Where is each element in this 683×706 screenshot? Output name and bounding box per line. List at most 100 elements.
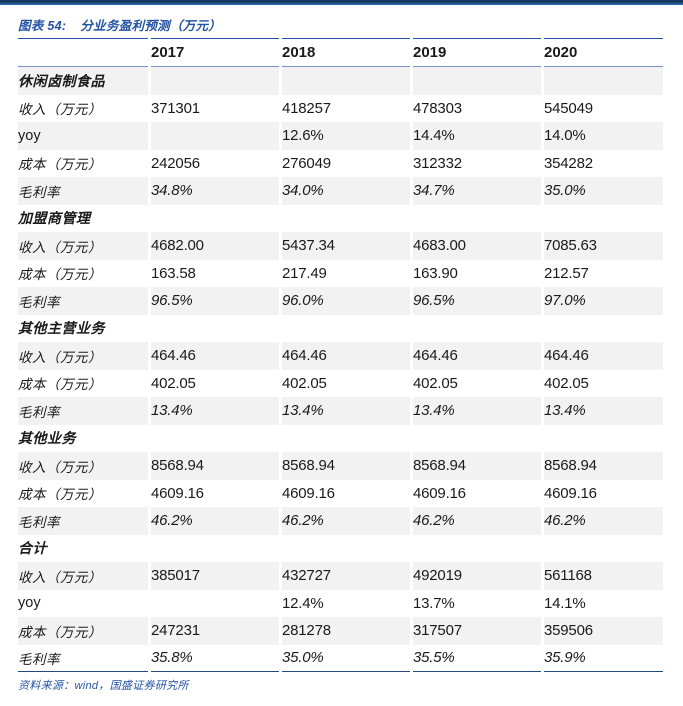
table-row: 成本（万元） 4609.16 4609.16 4609.16 4609.16 bbox=[18, 479, 663, 507]
row-label: 收入（万元） bbox=[18, 94, 148, 122]
cell-value: 46.2% bbox=[282, 507, 410, 535]
year-column-header: 2018 bbox=[282, 38, 410, 67]
figure-title: 图表 54: 分业务盈利预测（万元） bbox=[0, 5, 683, 38]
cell-value: 163.90 bbox=[413, 259, 541, 287]
cell-value: 13.4% bbox=[151, 397, 279, 425]
table-row: 成本（万元） 242056 276049 312332 354282 bbox=[18, 149, 663, 177]
table-row: yoy 12.4% 13.7% 14.1% bbox=[18, 589, 663, 617]
cell-value: 4683.00 bbox=[413, 232, 541, 260]
cell-value: 7085.63 bbox=[544, 232, 663, 260]
cell-value bbox=[413, 67, 541, 95]
table-row: yoy 12.6% 14.4% 14.0% bbox=[18, 122, 663, 150]
cell-value bbox=[151, 122, 279, 150]
table-row: 收入（万元） 464.46 464.46 464.46 464.46 bbox=[18, 342, 663, 370]
cell-value bbox=[544, 314, 663, 342]
cell-value: 5437.34 bbox=[282, 232, 410, 260]
year-column-header: 2017 bbox=[151, 38, 279, 67]
cell-value: 464.46 bbox=[282, 342, 410, 370]
cell-value: 464.46 bbox=[544, 342, 663, 370]
cell-value: 464.46 bbox=[413, 342, 541, 370]
row-label: 收入（万元） bbox=[18, 232, 148, 260]
cell-value: 432727 bbox=[282, 562, 410, 590]
cell-value: 97.0% bbox=[544, 287, 663, 315]
cell-value bbox=[151, 534, 279, 562]
source-text: 资料来源：wind，国盛证券研究所 bbox=[18, 680, 189, 692]
cell-value: 402.05 bbox=[413, 369, 541, 397]
top-accent-bar bbox=[0, 0, 683, 5]
cell-value: 418257 bbox=[282, 94, 410, 122]
cell-value: 317507 bbox=[413, 617, 541, 645]
forecast-table: 2017 2018 2019 2020 休闲卤制食品 收入（万元） 371301 41… bbox=[15, 38, 666, 672]
cell-value: 464.46 bbox=[151, 342, 279, 370]
cell-value bbox=[151, 314, 279, 342]
cell-value bbox=[282, 204, 410, 232]
row-label: 毛利率 bbox=[18, 177, 148, 205]
cell-value: 4609.16 bbox=[282, 479, 410, 507]
section-label: 其他业务 bbox=[18, 424, 148, 452]
cell-value: 163.58 bbox=[151, 259, 279, 287]
cell-value: 35.0% bbox=[282, 644, 410, 672]
cell-value bbox=[544, 204, 663, 232]
table-row: 收入（万元） 385017 432727 492019 561168 bbox=[18, 562, 663, 590]
source-note: 资料来源：wind，国盛证券研究所 bbox=[18, 676, 683, 694]
row-label: 毛利率 bbox=[18, 644, 148, 672]
section-label: 加盟商管理 bbox=[18, 204, 148, 232]
table-row: 毛利率 34.8% 34.0% 34.7% 35.0% bbox=[18, 177, 663, 205]
cell-value bbox=[151, 67, 279, 95]
table-body: 休闲卤制食品 收入（万元） 371301 418257 478303 545049 yoy 1… bbox=[18, 67, 663, 672]
cell-value: 478303 bbox=[413, 94, 541, 122]
row-label: 收入（万元） bbox=[18, 562, 148, 590]
cell-value: 35.0% bbox=[544, 177, 663, 205]
empty-corner-cell bbox=[18, 38, 148, 67]
cell-value: 34.7% bbox=[413, 177, 541, 205]
cell-value: 359506 bbox=[544, 617, 663, 645]
cell-value bbox=[151, 204, 279, 232]
cell-value: 4609.16 bbox=[413, 479, 541, 507]
cell-value bbox=[544, 67, 663, 95]
row-label: yoy bbox=[18, 122, 148, 150]
year-header-row: 2017 2018 2019 2020 bbox=[18, 38, 663, 67]
cell-value: 8568.94 bbox=[544, 452, 663, 480]
cell-value: 371301 bbox=[151, 94, 279, 122]
cell-value: 34.0% bbox=[282, 177, 410, 205]
cell-value: 35.8% bbox=[151, 644, 279, 672]
section-header-row: 其他主营业务 bbox=[18, 314, 663, 342]
cell-value bbox=[413, 204, 541, 232]
cell-value bbox=[413, 534, 541, 562]
cell-value: 12.6% bbox=[282, 122, 410, 150]
section-header-row: 休闲卤制食品 bbox=[18, 67, 663, 95]
cell-value: 492019 bbox=[413, 562, 541, 590]
cell-value: 14.0% bbox=[544, 122, 663, 150]
cell-value: 13.7% bbox=[413, 589, 541, 617]
year-column-header: 2020 bbox=[544, 38, 663, 67]
row-label: 成本（万元） bbox=[18, 617, 148, 645]
figure-title-label: 图表 54: bbox=[18, 19, 67, 33]
table-row: 收入（万元） 4682.00 5437.34 4683.00 7085.63 bbox=[18, 232, 663, 260]
cell-value: 402.05 bbox=[151, 369, 279, 397]
cell-value: 312332 bbox=[413, 149, 541, 177]
section-label: 合计 bbox=[18, 534, 148, 562]
section-header-row: 加盟商管理 bbox=[18, 204, 663, 232]
row-label: 成本（万元） bbox=[18, 479, 148, 507]
cell-value bbox=[151, 424, 279, 452]
cell-value: 14.1% bbox=[544, 589, 663, 617]
table-row: 毛利率 35.8% 35.0% 35.5% 35.9% bbox=[18, 644, 663, 672]
row-label: 毛利率 bbox=[18, 397, 148, 425]
table-header: 2017 2018 2019 2020 bbox=[18, 38, 663, 67]
cell-value: 354282 bbox=[544, 149, 663, 177]
table-row: 毛利率 96.5% 96.0% 96.5% 97.0% bbox=[18, 287, 663, 315]
row-label: 成本（万元） bbox=[18, 369, 148, 397]
cell-value: 4609.16 bbox=[151, 479, 279, 507]
section-header-row: 合计 bbox=[18, 534, 663, 562]
cell-value: 13.4% bbox=[413, 397, 541, 425]
row-label: 成本（万元） bbox=[18, 149, 148, 177]
table-row: 成本（万元） 247231 281278 317507 359506 bbox=[18, 617, 663, 645]
cell-value: 4609.16 bbox=[544, 479, 663, 507]
year-column-header: 2019 bbox=[413, 38, 541, 67]
cell-value: 13.4% bbox=[282, 397, 410, 425]
table-row: 成本（万元） 163.58 217.49 163.90 212.57 bbox=[18, 259, 663, 287]
cell-value: 8568.94 bbox=[413, 452, 541, 480]
cell-value: 8568.94 bbox=[151, 452, 279, 480]
cell-value: 402.05 bbox=[544, 369, 663, 397]
cell-value: 35.9% bbox=[544, 644, 663, 672]
